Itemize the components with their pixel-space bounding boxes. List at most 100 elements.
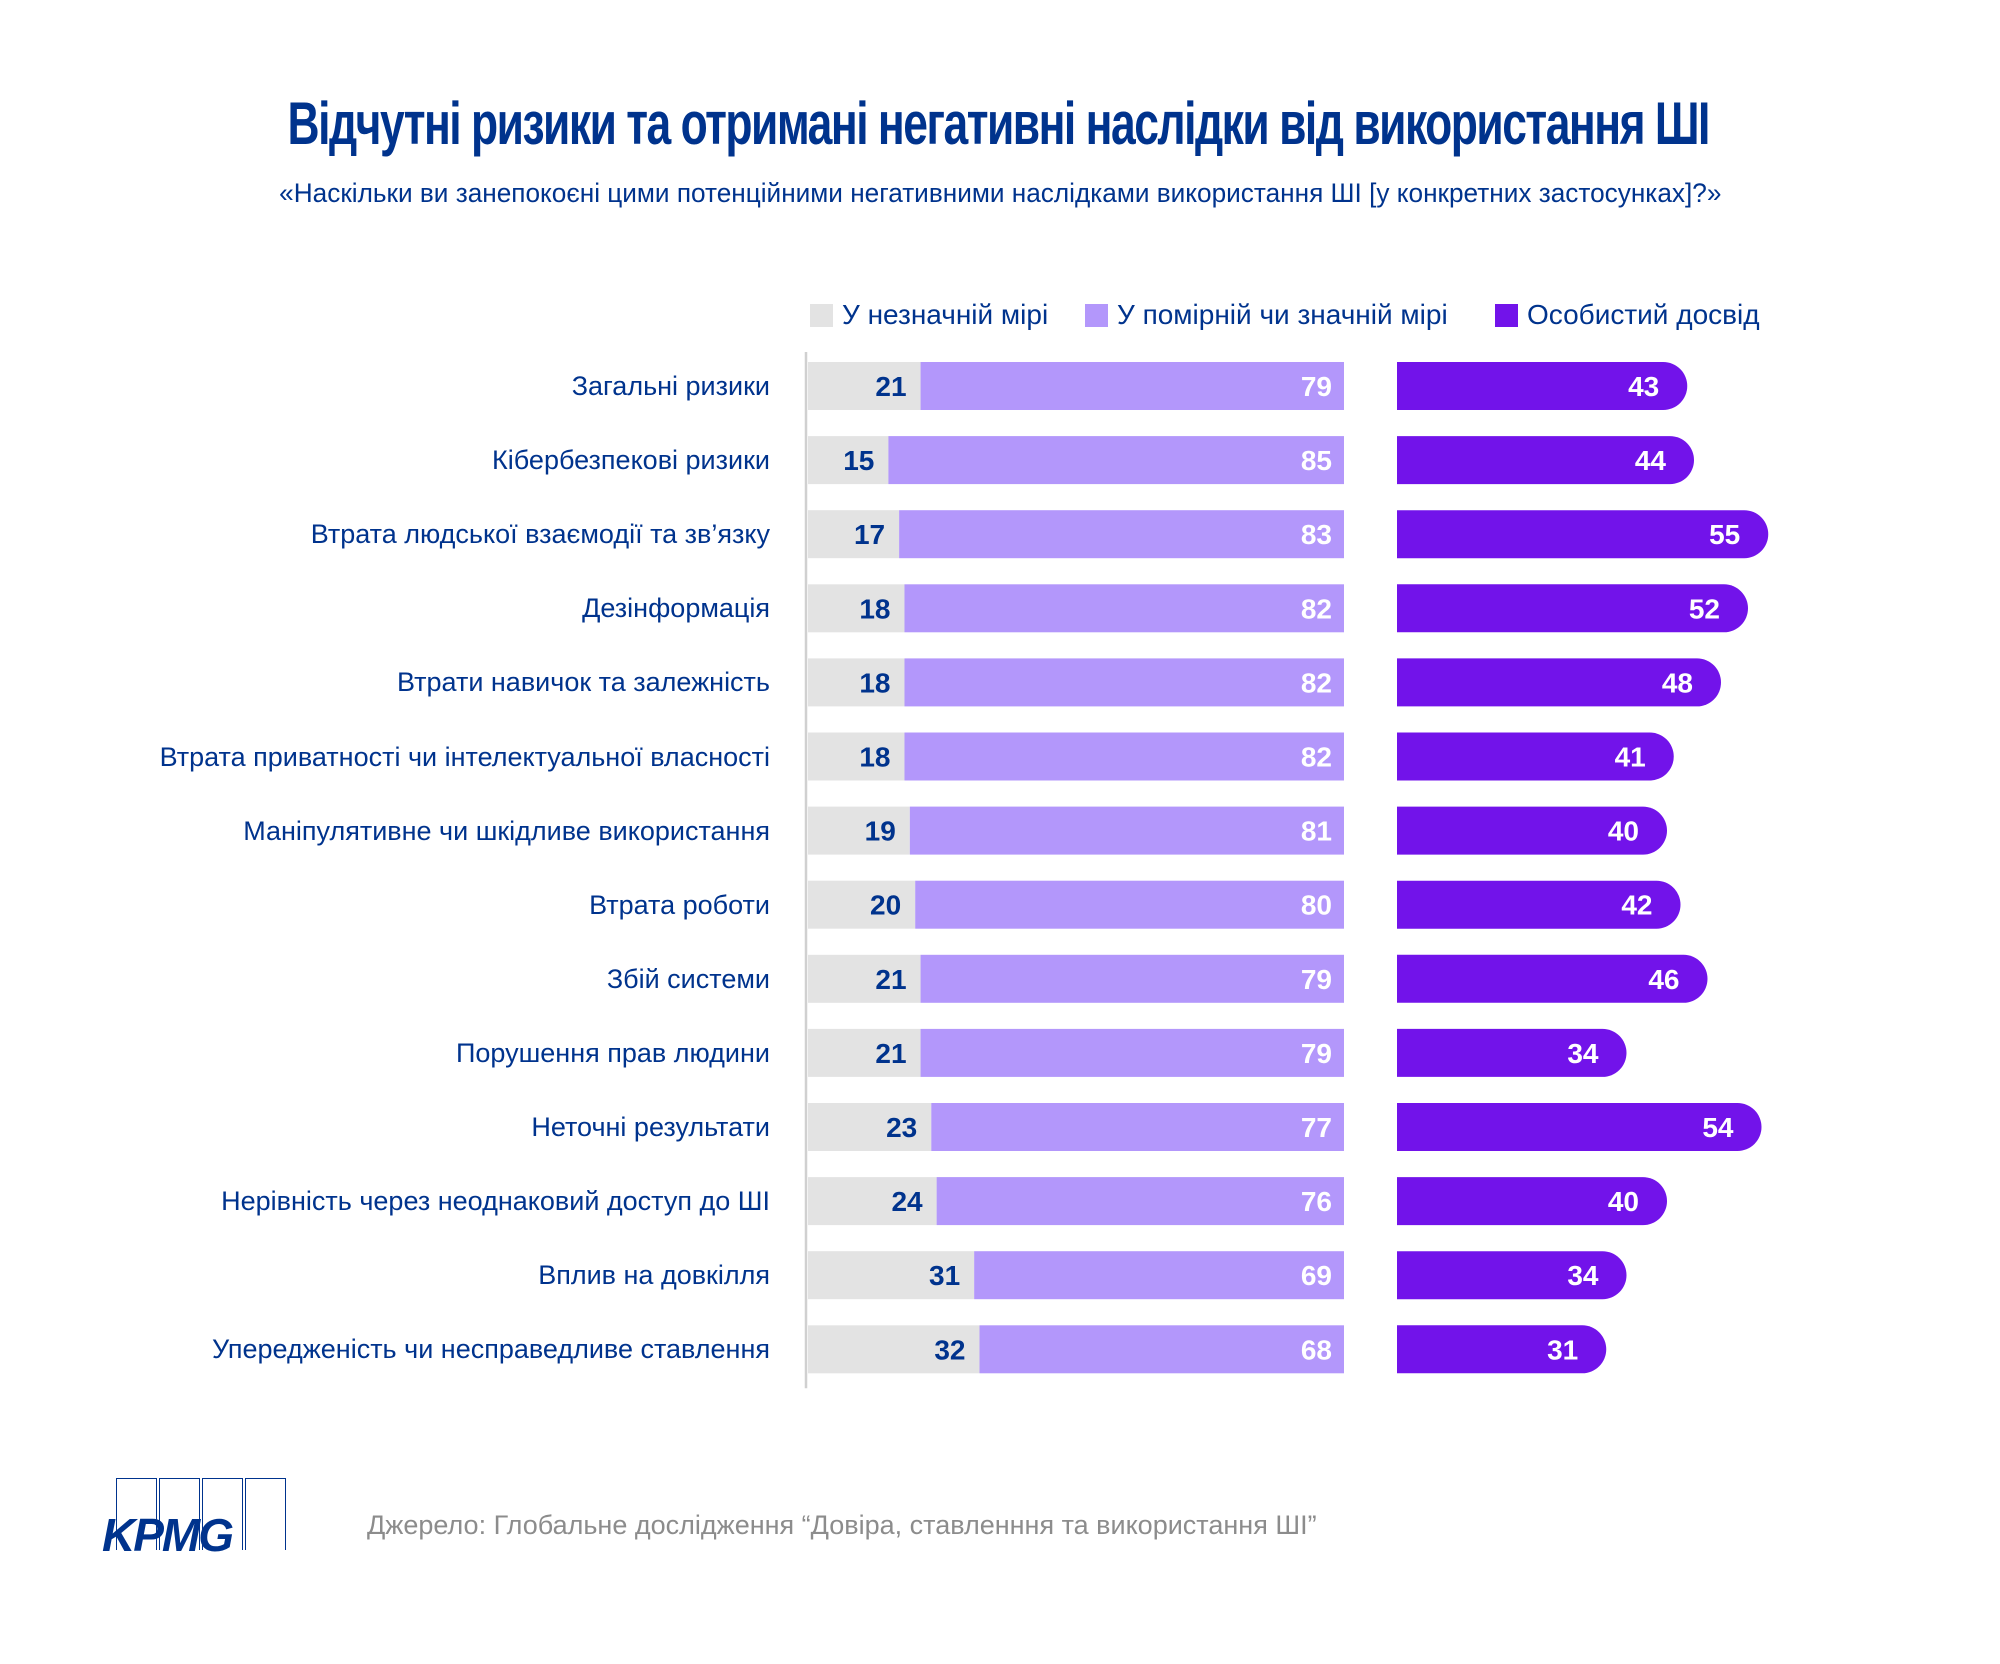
bar-label-moderate: 79	[1301, 371, 1332, 402]
bar-low	[808, 880, 916, 929]
bar-label-moderate: 80	[1301, 890, 1332, 921]
category-label: Кібербезпекові ризики	[492, 445, 770, 476]
bar-low	[808, 1251, 975, 1300]
bar-experience	[1397, 1251, 1627, 1300]
bar-label-experience: 40	[1608, 816, 1639, 847]
category-label: Вплив на довкілля	[538, 1260, 770, 1291]
bar-low	[808, 954, 921, 1003]
bar-experience	[1397, 1177, 1667, 1226]
category-label: Загальні ризики	[571, 371, 770, 401]
category-label: Упередженість чи несправедливе ставлення	[211, 1334, 770, 1365]
bar-label-moderate: 69	[1301, 1260, 1332, 1291]
bar-low	[808, 510, 900, 559]
logo-box	[202, 1478, 243, 1550]
category-label: Втрата людської взаємодії та зв’язку	[310, 519, 770, 550]
bar-moderate	[909, 806, 1344, 855]
category-label: Збій системи	[606, 963, 770, 994]
category-label: Маніпулятивне чи шкідливе використання	[243, 815, 770, 846]
bar-experience	[1397, 880, 1681, 929]
bar-label-moderate: 81	[1301, 816, 1332, 847]
bar-label-experience: 52	[1689, 593, 1720, 624]
bar-label-experience: 40	[1608, 1186, 1639, 1217]
bar-label-low: 23	[886, 1112, 917, 1143]
bar-moderate	[899, 510, 1344, 559]
bar-label-experience: 54	[1702, 1112, 1734, 1143]
category-label: Втрата приватності чи інтелектуальної вл…	[159, 741, 770, 772]
bar-label-experience: 46	[1648, 964, 1679, 995]
bar-label-moderate: 76	[1301, 1186, 1332, 1217]
bar-moderate	[920, 954, 1344, 1003]
chart-title: Відчутні ризики та отримані негативні на…	[287, 90, 1711, 157]
bar-label-low: 17	[854, 519, 885, 550]
bar-label-low: 18	[859, 593, 890, 624]
legend-item-experience: Особистий досвід	[1495, 299, 1760, 330]
bar-label-low: 32	[934, 1334, 965, 1365]
bar-label-low: 15	[843, 445, 874, 476]
bar-label-low: 19	[865, 816, 896, 847]
bar-moderate	[931, 1103, 1344, 1151]
legend-swatch-moderate	[1085, 303, 1108, 327]
bar-experience	[1397, 732, 1674, 781]
bar-moderate	[904, 658, 1344, 707]
bar-experience	[1397, 806, 1667, 855]
legend-swatch-experience	[1495, 303, 1518, 327]
bar-label-experience: 34	[1567, 1038, 1599, 1069]
legend-label-moderate: У помірній чи значній мірі	[1117, 299, 1448, 330]
bar-experience	[1397, 1028, 1627, 1077]
bar-low	[808, 436, 889, 485]
bar-label-low: 24	[891, 1186, 923, 1217]
bar-label-low: 31	[929, 1260, 960, 1291]
bar-low	[808, 362, 921, 410]
bar-experience	[1397, 658, 1721, 707]
bar-moderate	[904, 584, 1344, 633]
legend-item-moderate: У помірній чи значній мірі	[1085, 299, 1448, 330]
legend-item-low: У незначній мірі	[810, 299, 1049, 330]
bar-experience	[1397, 436, 1694, 485]
bar-label-moderate: 68	[1301, 1334, 1332, 1365]
bar-low	[808, 1103, 932, 1151]
bar-low	[808, 806, 910, 855]
bar-experience	[1397, 954, 1708, 1003]
category-label: Нерівність через неоднаковий доступ до Ш…	[221, 1186, 770, 1217]
bar-moderate	[920, 1028, 1344, 1077]
bar-label-low: 21	[875, 964, 906, 995]
bar-label-moderate: 83	[1301, 519, 1332, 550]
bar-label-experience: 55	[1709, 519, 1740, 550]
category-label: Неточні результати	[531, 1112, 770, 1142]
bar-moderate	[936, 1177, 1344, 1226]
bar-label-low: 18	[859, 667, 890, 698]
logo-box	[116, 1478, 157, 1550]
category-label: Втрати навичок та залежність	[397, 667, 770, 698]
bar-low	[808, 1325, 980, 1374]
legend-label-low: У незначній мірі	[842, 299, 1049, 330]
bar-moderate	[920, 362, 1344, 410]
bar-low	[808, 658, 905, 707]
chart-subtitle: «Наскільки ви занепокоєні цими потенційн…	[279, 178, 1722, 208]
bar-experience	[1397, 510, 1769, 559]
bar-low	[808, 1177, 937, 1226]
bar-low	[808, 732, 905, 781]
bar-moderate	[888, 436, 1344, 485]
bar-moderate	[915, 880, 1344, 929]
bar-label-experience: 43	[1628, 371, 1659, 402]
bar-label-experience: 41	[1615, 742, 1646, 773]
logo-box	[159, 1478, 200, 1550]
bar-label-low: 20	[870, 890, 901, 921]
bar-label-moderate: 77	[1301, 1112, 1332, 1143]
bar-label-experience: 42	[1621, 890, 1652, 921]
category-label: Порушення прав людини	[456, 1037, 770, 1068]
bar-moderate	[904, 732, 1344, 781]
bar-experience	[1397, 362, 1688, 410]
bar-label-low: 21	[875, 1038, 906, 1069]
bar-experience	[1397, 1325, 1607, 1374]
bar-experience	[1397, 1103, 1762, 1151]
category-label: Втрата роботи	[589, 889, 770, 920]
logo-wordmark: KPMG	[102, 1509, 234, 1561]
bar-label-low: 18	[859, 742, 890, 773]
kpmg-logo: KPMG	[100, 1478, 300, 1558]
bar-label-moderate: 82	[1301, 667, 1332, 698]
category-label: Дезінформація	[582, 593, 770, 624]
bar-label-moderate: 79	[1301, 1038, 1332, 1069]
source-note: Джерело: Глобальне дослідження “Довіра, …	[367, 1510, 1317, 1540]
